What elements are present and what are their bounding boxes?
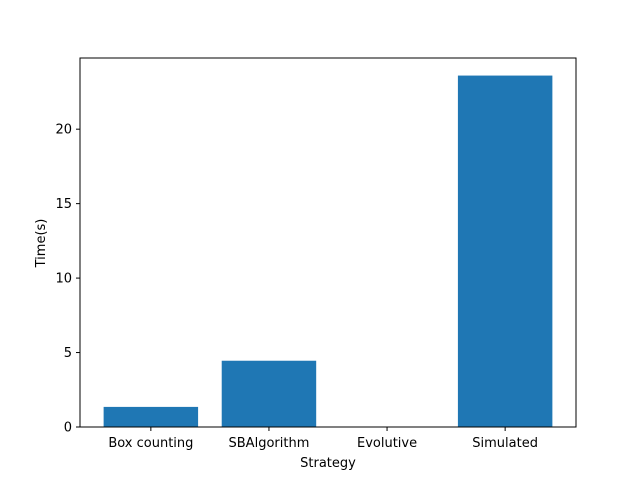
x-tick-label: SBAlgorithm — [229, 436, 310, 451]
y-tick-label: 20 — [55, 123, 72, 138]
x-ticks-layer: Box counting SBAlgorithm Evolutive Simulate… — [108, 427, 538, 451]
bar-box-counting — [103, 406, 199, 427]
bars-layer — [103, 75, 553, 428]
y-ticks-layer: 0 5 10 15 20 — [55, 123, 80, 436]
bar-sbalgorithm — [221, 360, 317, 427]
y-tick-label: 5 — [64, 346, 72, 361]
x-axis-label: Strategy — [300, 456, 356, 471]
y-tick-label: 0 — [64, 421, 72, 436]
x-tick-label: Simulated — [472, 436, 538, 451]
axes-frame — [79, 57, 577, 428]
y-axis-label: Time(s) — [34, 219, 49, 269]
bar-simulated — [457, 75, 553, 428]
x-tick-label: Evolutive — [357, 436, 417, 451]
y-tick-label: 10 — [55, 272, 72, 287]
y-tick-label: 15 — [55, 197, 72, 212]
x-tick-label: Box counting — [108, 436, 193, 451]
